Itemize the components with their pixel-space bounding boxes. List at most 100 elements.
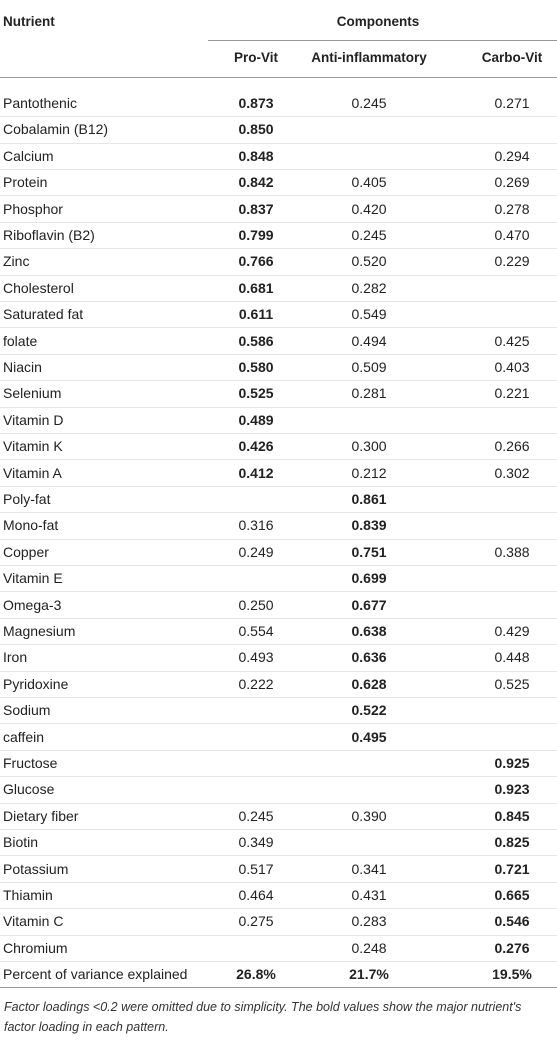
row-rule [0,961,557,962]
loading-value: 0.212 [351,464,387,481]
loading-value: 0.825 [494,834,530,851]
loading-value: 0.390 [351,807,387,824]
nutrient-name: Potassium [3,860,69,877]
rule [0,987,557,988]
column-header: Carbo-Vit [481,50,543,65]
loading-value: 0.494 [351,332,387,349]
nutrient-name: Cholesterol [3,279,74,296]
row-rule [0,248,557,249]
nutrient-name: Riboflavin (B2) [3,227,95,243]
row-rule [0,407,557,408]
loading-value: 0.493 [238,649,274,666]
nutrient-name: folate [3,332,38,349]
loading-value: 0.628 [351,675,387,692]
row-rule [0,803,557,804]
loading-value: 0.431 [351,887,387,903]
nutrient-name: Calcium [3,147,54,164]
loading-value: 0.580 [238,359,274,375]
row-rule [0,354,557,355]
loading-value: 0.554 [238,623,274,639]
row-rule [0,591,557,592]
variance-value: 26.8% [236,966,276,983]
loading-value: 0.525 [494,675,530,692]
loading-value: 0.611 [238,306,274,323]
loading-value: 0.269 [494,174,530,191]
loading-value: 0.316 [238,517,274,534]
rule [208,40,557,41]
row-rule [0,829,557,830]
nutrient-name: Fructose [3,755,58,771]
nutrient-name: Niacin [3,359,42,375]
loading-value: 0.245 [351,95,387,111]
loading-value: 0.248 [351,939,387,956]
loading-value: 0.848 [238,147,274,164]
loading-value: 0.341 [351,860,387,877]
nutrient-name: Cobalamin (B12) [3,121,109,138]
column-header: Anti-inflammatory [311,50,427,65]
nutrient-name: caffein [3,728,44,745]
loading-value: 0.677 [351,596,387,613]
nutrient-name: Copper [3,543,49,560]
loading-value: 0.873 [238,95,274,111]
row-rule [0,618,557,619]
row-rule [0,512,557,513]
loading-value: 0.403 [494,359,530,375]
loading-value: 0.464 [238,887,274,903]
loading-value: 0.525 [238,385,274,402]
header-components: Components [336,14,420,29]
nutrient-name: Mono-fat [3,517,59,534]
loading-value: 0.766 [238,253,274,270]
row-rule [0,723,557,724]
nutrient-name: Omega-3 [3,596,62,613]
row-rule [0,882,557,883]
nutrient-name: Iron [3,649,28,666]
footnote: Factor loadings <0.2 were omitted due to… [4,1000,522,1034]
column-header: Pro-Vit [233,50,279,65]
footer-label: Percent of variance explained [3,966,188,983]
nutrient-name: Vitamin C [3,913,64,930]
loading-value: 0.495 [351,728,387,745]
nutrient-name: Biotin [3,834,39,851]
loading-value: 0.282 [351,279,387,296]
loading-value: 0.229 [494,253,530,270]
loading-value: 0.699 [351,570,387,587]
row-rule [0,169,557,170]
loading-value: 0.799 [238,227,274,243]
loading-value: 0.549 [351,306,387,323]
nutrient-name: Zinc [3,253,30,270]
loading-value: 0.923 [494,781,530,798]
loading-value: 0.845 [494,807,530,824]
rule [0,77,557,78]
loading-value: 0.245 [351,227,387,243]
loading-value: 0.925 [494,755,530,771]
nutrient-name: Vitamin K [3,438,63,455]
nutrient-name: Sodium [3,702,51,719]
nutrient-name: Pantothenic [3,95,77,111]
nutrient-name: Saturated fat [3,306,84,323]
nutrient-name: Selenium [3,385,62,402]
row-rule [0,143,557,144]
nutrient-name: Protein [3,174,48,191]
row-rule [0,380,557,381]
variance-value: 19.5% [492,966,532,983]
loading-value: 0.522 [351,702,387,719]
row-rule [0,908,557,909]
loading-value: 0.412 [238,464,274,481]
loading-value: 0.405 [351,174,387,191]
loading-value: 0.275 [238,913,274,930]
loading-value: 0.388 [494,543,530,560]
row-rule [0,433,557,434]
loading-value: 0.222 [238,675,274,692]
loading-value: 0.470 [494,227,530,243]
nutrient-name: Pyridoxine [3,675,69,692]
nutrient-name: Vitamin D [3,411,64,428]
loading-value: 0.249 [238,543,274,560]
row-rule [0,855,557,856]
loading-value: 0.489 [238,411,274,428]
loading-value: 0.266 [494,438,530,455]
row-rule [0,539,557,540]
loading-value: 0.586 [238,332,274,349]
variance-value: 21.7% [349,966,389,983]
row-rule [0,750,557,751]
